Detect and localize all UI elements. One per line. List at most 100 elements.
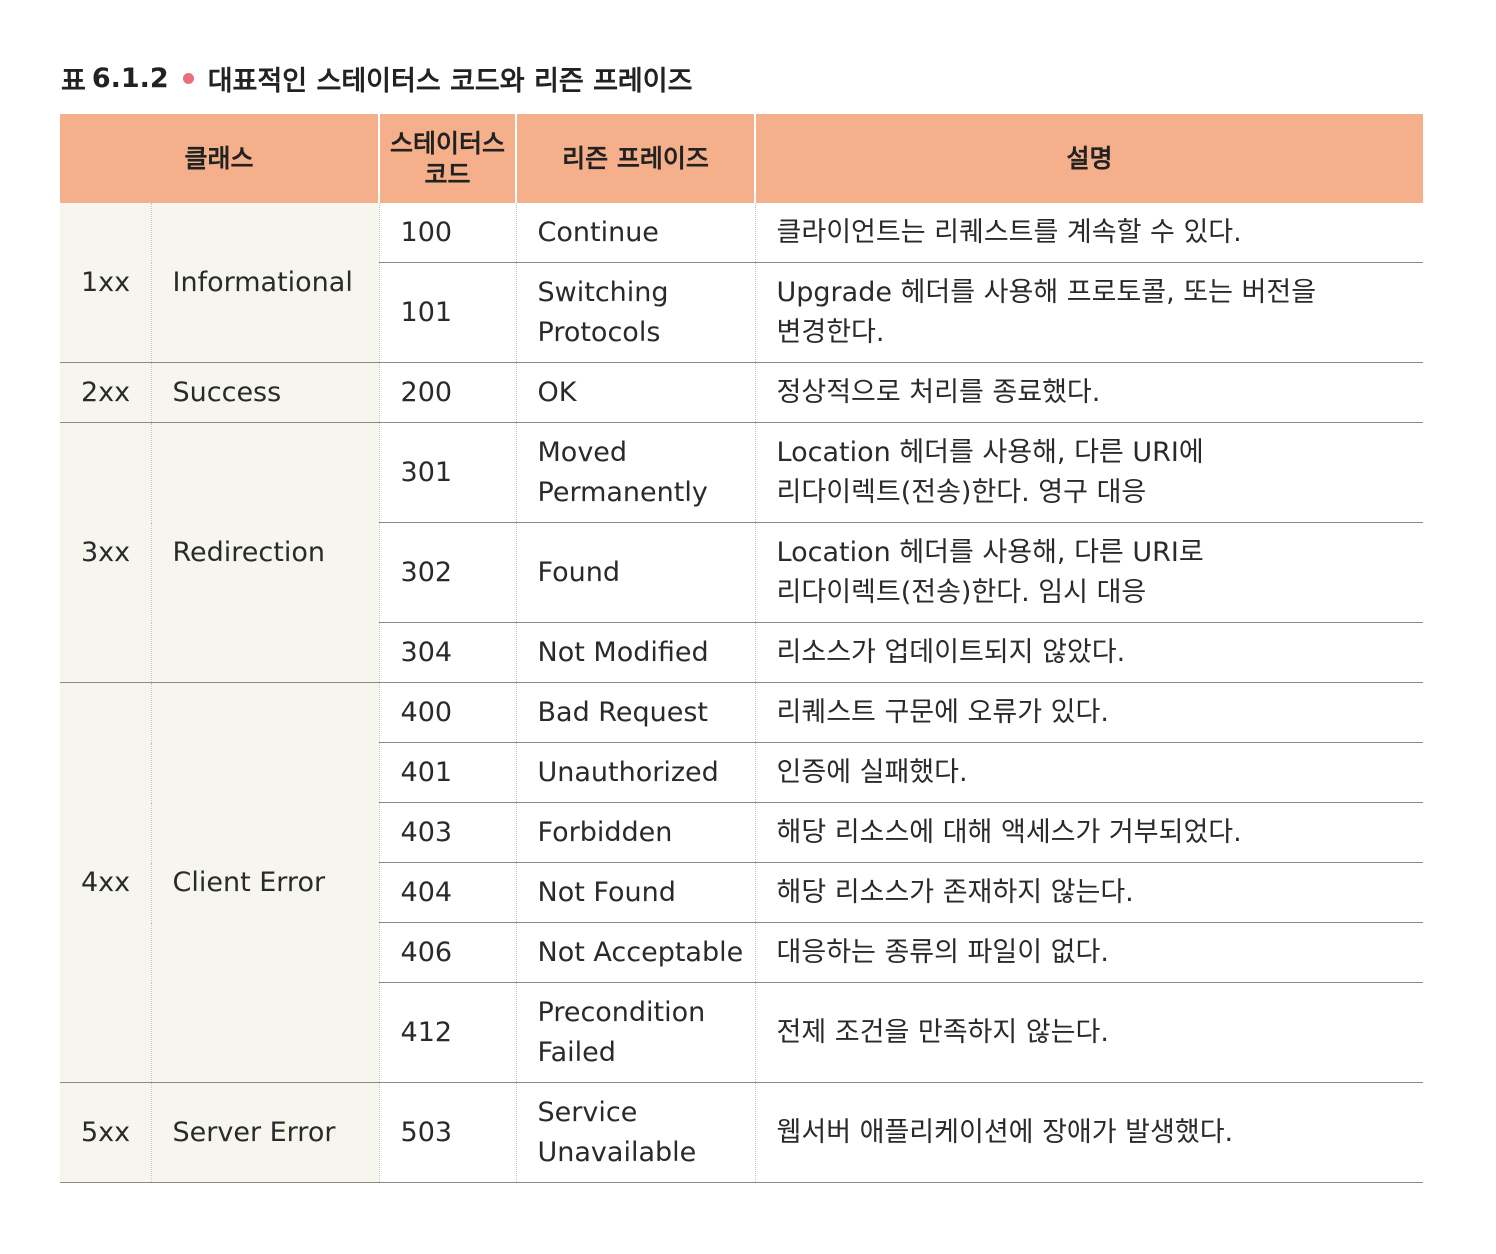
status-code-cell: 100	[379, 203, 517, 263]
reason-phrase-cell: Not Modified	[516, 622, 756, 683]
description-cell: 리소스가 업데이트되지 않았다.	[755, 622, 1424, 683]
status-code-cell: 101	[379, 262, 517, 363]
reason-phrase-cell: Bad Request	[516, 682, 756, 743]
status-code-cell: 301	[379, 422, 517, 523]
description-line: 전제 조건을 만족하지 않는다.	[776, 1016, 1109, 1048]
reason-phrase-cell: Switching Protocols	[516, 262, 756, 363]
table-row: 406 Not Acceptable 대응하는 종류의 파일이 없다.	[60, 922, 1424, 983]
description-cell: 전제 조건을 만족하지 않는다.	[755, 982, 1424, 1083]
description-cell: 리퀘스트 구문에 오류가 있다.	[755, 682, 1424, 743]
description-line: Upgrade 헤더를 사용해 프로토콜, 또는 버전을	[776, 276, 1317, 308]
description-line: 해당 리소스가 존재하지 않는다.	[776, 876, 1134, 908]
reason-phrase-line: Moved	[537, 436, 628, 468]
reason-phrase-line: OK	[537, 376, 577, 408]
status-code-cell: 401	[379, 742, 517, 803]
caption-title: 대표적인 스테이터스 코드와 리즌 프레이즈	[207, 65, 693, 97]
status-code-cell: 304	[379, 622, 517, 683]
class-code-cell: 3xx	[60, 422, 152, 683]
class-code-cell: 5xx	[60, 1082, 152, 1183]
reason-phrase-cell: Not Acceptable	[516, 922, 756, 983]
description-cell: 해당 리소스가 존재하지 않는다.	[755, 862, 1424, 923]
reason-phrase-line: Service	[537, 1096, 638, 1128]
table-row: 1xx Informational 100 Continue 클라이언트는 리퀘스트를 …	[60, 203, 1424, 363]
reason-phrase-cell: OK	[516, 362, 756, 423]
status-code-cell: 503	[379, 1082, 517, 1183]
status-code-cell: 400	[379, 682, 517, 743]
reason-phrase-cell: Service Unavailable	[516, 1082, 756, 1183]
header-status-line2: 코드	[424, 159, 471, 189]
status-code-cell: 412	[379, 982, 517, 1083]
reason-phrase-line: Forbidden	[537, 816, 673, 848]
reason-phrase-line: Switching	[537, 276, 669, 308]
description-line: 리퀘스트 구문에 오류가 있다.	[776, 696, 1109, 728]
table-header-row: 클래스 스테이터스 코드 리즌 프레이즈 설명	[60, 114, 1424, 203]
description-cell: 대응하는 종류의 파일이 없다.	[755, 922, 1424, 983]
status-code-cell: 403	[379, 802, 517, 863]
reason-phrase-cell: Not Found	[516, 862, 756, 923]
status-code-cell: 302	[379, 522, 517, 623]
status-code-table: 클래스 스테이터스 코드 리즌 프레이즈 설명 1xx Informational 1…	[60, 114, 1424, 1183]
caption-label: 표	[61, 65, 86, 97]
reason-phrase-cell: Forbidden	[516, 802, 756, 863]
description-line: 리소스가 업데이트되지 않았다.	[776, 636, 1126, 668]
bullet-dot-icon	[182, 72, 194, 84]
table-caption: 표 6.1.2 대표적인 스테이터스 코드와 리즌 프레이즈	[61, 55, 692, 101]
table-row: 2xx Success 200 OK 정상적으로 처리를 종료했다.	[60, 362, 1424, 423]
description-line: 리다이렉트(전송)한다. 임시 대응	[776, 576, 1147, 608]
reason-phrase-cell: Unauthorized	[516, 742, 756, 803]
reason-phrase-line: Found	[537, 556, 620, 588]
description-cell: 인증에 실패했다.	[755, 742, 1424, 803]
header-status-line1: 스테이터스	[390, 128, 506, 158]
description-line: 리다이렉트(전송)한다. 영구 대응	[776, 476, 1147, 508]
class-name-cell: Success	[151, 362, 380, 423]
reason-phrase-line: Not Found	[537, 876, 676, 908]
description-line: 대응하는 종류의 파일이 없다.	[776, 936, 1109, 968]
description-cell: 웹서버 애플리케이션에 장애가 발생했다.	[755, 1082, 1424, 1183]
reason-phrase-line: Permanently	[537, 476, 708, 508]
header-class: 클래스	[60, 114, 380, 203]
description-line: Location 헤더를 사용해, 다른 URI에	[776, 436, 1204, 468]
description-line: 클라이언트는 리퀘스트를 계속할 수 있다.	[776, 216, 1242, 248]
table-row: 4xx Client Error 400 Bad Request 리퀘스트 구문에 오류…	[60, 682, 1424, 1083]
reason-phrase-cell: Moved Permanently	[516, 422, 756, 523]
reason-phrase-line: Bad Request	[537, 696, 708, 728]
status-code-cell: 404	[379, 862, 517, 923]
table-row: 302 Found Location 헤더를 사용해, 다른 URI로 리다이렉트(전…	[60, 522, 1424, 623]
class-name-cell: Informational	[151, 203, 380, 363]
reason-phrase-cell: Continue	[516, 203, 756, 263]
table-row: 5xx Server Error 503 Service Unavailable 웹서버 …	[60, 1082, 1424, 1183]
description-line: 변경한다.	[776, 316, 885, 348]
class-code-cell: 1xx	[60, 203, 152, 363]
reason-phrase-cell: Found	[516, 522, 756, 623]
reason-phrase-line: Precondition	[537, 996, 706, 1028]
header-description: 설명	[754, 114, 1424, 203]
description-cell: Location 헤더를 사용해, 다른 URI로 리다이렉트(전송)한다. 임시…	[755, 522, 1424, 623]
description-cell: 클라이언트는 리퀘스트를 계속할 수 있다.	[755, 203, 1424, 263]
table-row: 101 Switching Protocols Upgrade 헤더를 사용해 프로토…	[60, 262, 1424, 363]
caption-number: 6.1.2	[91, 62, 169, 94]
table-row: 412 Precondition Failed 전제 조건을 만족하지 않는다.	[60, 982, 1424, 1083]
reason-phrase-line: Unavailable	[537, 1136, 697, 1168]
description-cell: 해당 리소스에 대해 액세스가 거부되었다.	[755, 802, 1424, 863]
description-cell: 정상적으로 처리를 종료했다.	[755, 362, 1424, 423]
class-name-cell: Redirection	[151, 422, 380, 683]
class-code-cell: 2xx	[60, 362, 152, 423]
reason-phrase-line: Protocols	[537, 316, 661, 348]
reason-phrase-cell: Precondition Failed	[516, 982, 756, 1083]
table-row: 403 Forbidden 해당 리소스에 대해 액세스가 거부되었다.	[60, 802, 1424, 863]
table-row: 404 Not Found 해당 리소스가 존재하지 않는다.	[60, 862, 1424, 923]
description-line: 정상적으로 처리를 종료했다.	[776, 376, 1101, 408]
class-code-cell: 4xx	[60, 682, 152, 1083]
table-row: 304 Not Modified 리소스가 업데이트되지 않았다.	[60, 622, 1424, 683]
description-line: 웹서버 애플리케이션에 장애가 발생했다.	[776, 1116, 1234, 1148]
header-status-code: 스테이터스 코드	[378, 114, 517, 203]
class-name-cell: Client Error	[151, 682, 380, 1083]
table-row: 401 Unauthorized 인증에 실패했다.	[60, 742, 1424, 803]
reason-phrase-line: Continue	[537, 216, 659, 248]
header-reason-phrase: 리즌 프레이즈	[515, 114, 756, 203]
reason-phrase-line: Not Acceptable	[537, 936, 744, 968]
reason-phrase-line: Failed	[537, 1036, 616, 1068]
table-body: 1xx Informational 100 Continue 클라이언트는 리퀘스트를 …	[60, 203, 1424, 1183]
reason-phrase-line: Not Modified	[537, 636, 709, 668]
